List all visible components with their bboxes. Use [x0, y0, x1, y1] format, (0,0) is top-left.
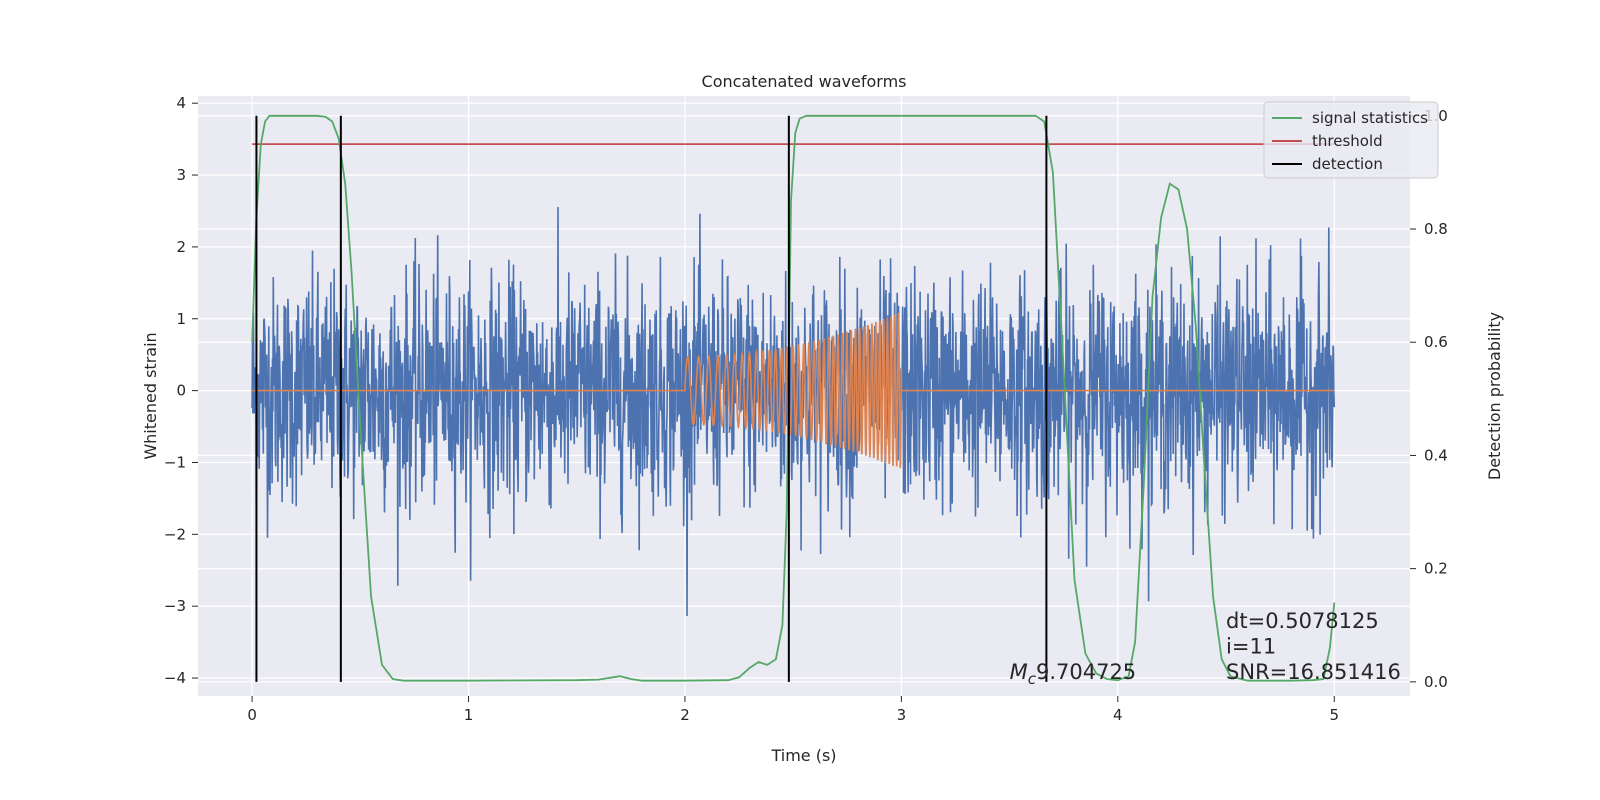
- y-tick-label: −4: [164, 669, 186, 687]
- y-right-tick-label: 0.0: [1424, 673, 1448, 691]
- template-series-line: [252, 312, 1335, 469]
- x-tick-label: 5: [1329, 706, 1339, 724]
- x-tick-label: 0: [247, 706, 257, 724]
- y-tick-label: 1: [176, 310, 186, 328]
- annotation-value: 9.704725: [1036, 660, 1136, 684]
- x-tick-label: 2: [680, 706, 690, 724]
- annotation-symbol: M: [1010, 660, 1028, 684]
- y-tick-label: −1: [164, 453, 186, 471]
- y-tick-label: 0: [176, 382, 186, 400]
- y-tick-label: 3: [176, 166, 186, 184]
- y-tick-label: 4: [176, 94, 186, 112]
- y-tick-label: −3: [164, 597, 186, 615]
- chart-title: Concatenated waveforms: [702, 72, 907, 91]
- y-tick-label: −2: [164, 525, 186, 543]
- annotation-text: SNR=16.851416: [1226, 660, 1401, 684]
- legend: signal statistics threshold detection: [1263, 101, 1439, 179]
- legend-label: threshold: [1312, 132, 1383, 150]
- plot-content: [251, 114, 1336, 682]
- y-axis-label: Whitened strain: [141, 332, 160, 459]
- annotation-text: i=11: [1226, 635, 1276, 659]
- x-axis-label: Time (s): [770, 746, 836, 765]
- x-tick-label: 4: [1113, 706, 1123, 724]
- x-tick-label: 1: [464, 706, 474, 724]
- y-right-tick-label: 0.6: [1424, 333, 1448, 351]
- legend-label: detection: [1312, 155, 1383, 173]
- y-tick-label: 2: [176, 238, 186, 256]
- x-tick-label: 3: [897, 706, 907, 724]
- y-right-tick-label: 0.4: [1424, 446, 1448, 464]
- annotation-text: dt=0.5078125: [1226, 609, 1379, 633]
- left-axis: −4 −3 −2 −1 0 1 2 3 4: [164, 94, 198, 687]
- legend-label: signal statistics: [1312, 109, 1428, 127]
- annotation-text: Mc9.704725: [1010, 660, 1137, 688]
- y-right-tick-label: 0.8: [1424, 220, 1448, 238]
- annotation-subscript: c: [1028, 670, 1037, 688]
- strain-series-line: [251, 206, 1336, 617]
- y-axis-right-label: Detection probability: [1485, 312, 1504, 480]
- right-axis: 0.00.20.40.60.81.0: [1410, 107, 1448, 691]
- bottom-axis: 0 1 2 3 4 5: [247, 696, 1339, 724]
- y-right-tick-label: 0.2: [1424, 560, 1448, 578]
- signal-statistics-line: [251, 114, 1336, 682]
- legend-box: [1263, 101, 1439, 179]
